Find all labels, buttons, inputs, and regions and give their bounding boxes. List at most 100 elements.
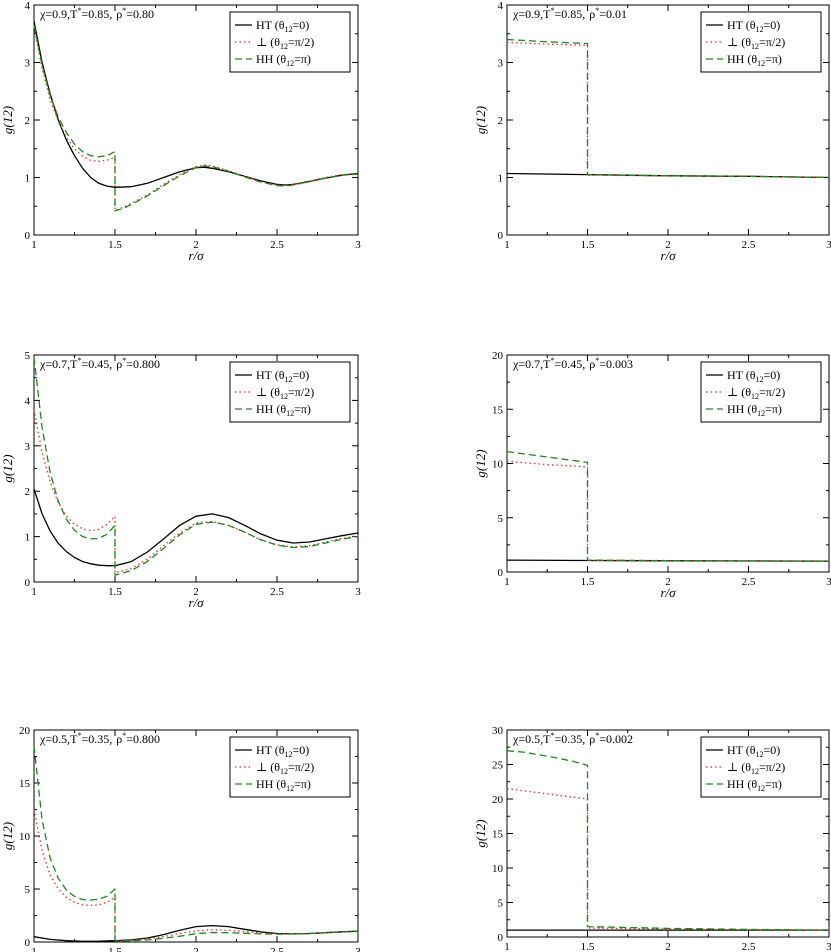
legend-tail: =0): [764, 18, 781, 32]
y-tick-label: 15: [492, 404, 504, 416]
legend-tail: =π): [765, 402, 782, 416]
y-tick-label: 10: [492, 459, 504, 471]
params-part: =0.80: [126, 7, 154, 21]
x-tick-label: 3: [355, 586, 361, 598]
x-tick-label: 1: [31, 586, 37, 598]
params-part: χ=0.5,: [512, 732, 543, 746]
params-part: T: [70, 732, 78, 746]
legend-entry-hh: HH (θ12=π): [256, 402, 311, 418]
params-part: =0.800: [126, 357, 160, 371]
params-part: ρ: [116, 357, 122, 371]
legend-tail: =π/2): [759, 385, 785, 399]
legend-tail: =0): [293, 18, 310, 32]
y-tick-label: 2: [25, 115, 31, 127]
params-part: χ=0.9,: [39, 7, 70, 21]
params-part: ρ: [116, 732, 122, 746]
y-tick-label: 15: [19, 778, 31, 790]
params-annotation: χ=0.7,T*=0.45, ρ*=0.800: [39, 356, 160, 371]
y-tick-label: 3: [498, 58, 504, 70]
x-tick-label: 3: [826, 239, 831, 251]
legend-label: HH (θ: [256, 402, 286, 416]
y-tick-label: 3: [25, 441, 31, 453]
legend-entry-ht: HT (θ12=0): [256, 368, 309, 384]
x-axis-label: r/σ: [188, 248, 204, 263]
legend-tail: =π): [294, 402, 311, 416]
x-tick-label: 2: [193, 946, 199, 952]
panel-5: 11.522.5305101520r/σg(12)χ=0.5,T*=0.35,ρ…: [0, 725, 361, 952]
y-tick-label: 5: [25, 884, 31, 896]
y-tick-label: 0: [25, 577, 31, 589]
params-annotation: χ=0.9,T*=0.85, ρ*=0.80: [39, 6, 154, 21]
legend-sub: 12: [286, 409, 294, 418]
legend-sub: 12: [757, 409, 765, 418]
legend-label: HH (θ: [727, 402, 757, 416]
y-tick-label: 0: [498, 932, 504, 944]
series-line-perp: [33, 409, 359, 574]
x-tick-label: 2.5: [270, 946, 284, 952]
legend-sub: 12: [756, 25, 764, 34]
x-tick-label: 2: [665, 576, 671, 588]
legend-tail: =π/2): [288, 35, 314, 49]
params-sup: *: [122, 6, 126, 15]
series-line-perp: [33, 809, 359, 942]
params-part: =0.85,: [81, 7, 112, 21]
legend-label: HH (θ: [727, 777, 757, 791]
x-tick-label: 2.5: [270, 239, 284, 251]
legend-label: ⊥ (θ: [727, 760, 751, 774]
legend-sub: 12: [757, 59, 765, 68]
y-tick-label: 0: [498, 230, 504, 242]
params-sup: *: [77, 731, 81, 740]
legend-tail: =π/2): [759, 760, 785, 774]
legend-label: HT (θ: [727, 743, 756, 757]
legend-entry-ht: HT (θ12=0): [256, 743, 309, 759]
legend-sub: 12: [285, 750, 293, 759]
legend-label: HH (θ: [727, 52, 757, 66]
y-tick-label: 0: [25, 937, 31, 949]
legend-sub: 12: [751, 392, 759, 401]
legend-sub: 12: [286, 59, 294, 68]
y-tick-label: 4: [498, 0, 504, 12]
series-line-hh: [506, 750, 830, 931]
legend-entry-perp: ⊥ (θ12=π/2): [727, 35, 785, 51]
legend-sub: 12: [280, 392, 288, 401]
params-part: T: [543, 7, 551, 21]
series-line-hh: [33, 745, 359, 942]
y-tick-label: 5: [25, 350, 31, 362]
params-sup: *: [77, 356, 81, 365]
params-part: =0.45,: [81, 357, 112, 371]
y-tick-label: 20: [492, 350, 504, 362]
params-part: ρ: [589, 357, 595, 371]
legend-entry-hh: HH (θ12=π): [727, 777, 782, 793]
x-tick-label: 1.5: [581, 576, 595, 588]
params-part: T: [543, 732, 551, 746]
legend-sub: 12: [280, 42, 288, 51]
params-part: =0.35,: [554, 732, 585, 746]
y-tick-label: 1: [25, 532, 31, 544]
x-tick-label: 2: [193, 239, 199, 251]
x-tick-label: 2.5: [270, 586, 284, 598]
legend-entry-perp: ⊥ (θ12=π/2): [727, 760, 785, 776]
y-tick-label: 20: [492, 794, 504, 806]
y-axis-label: g(12): [0, 454, 15, 482]
params-sup: *: [550, 6, 554, 15]
legend-entry-ht: HT (θ12=0): [256, 18, 309, 34]
x-axis-label: r/σ: [188, 595, 204, 610]
x-tick-label: 3: [355, 946, 361, 952]
legend-tail: =π): [765, 52, 782, 66]
legend-entry-ht: HT (θ12=0): [727, 18, 780, 34]
legend-tail: =π/2): [759, 35, 785, 49]
legend-entry-ht: HT (θ12=0): [727, 368, 780, 384]
legend-sub: 12: [285, 375, 293, 384]
series-line-hh: [33, 24, 359, 212]
params-sup: *: [122, 731, 126, 740]
series-line-ht: [33, 488, 359, 567]
legend-sub: 12: [756, 750, 764, 759]
series-line-perp: [506, 787, 830, 931]
params-annotation: χ=0.5,T*=0.35, ρ*=0.800: [39, 731, 160, 746]
params-annotation: χ=0.9,T*=0.85, ρ*=0.01: [512, 6, 627, 21]
x-tick-label: 1: [504, 941, 510, 952]
legend-sub: 12: [751, 42, 759, 51]
y-tick-label: 5: [498, 513, 504, 525]
params-part: =0.45,: [554, 357, 585, 371]
